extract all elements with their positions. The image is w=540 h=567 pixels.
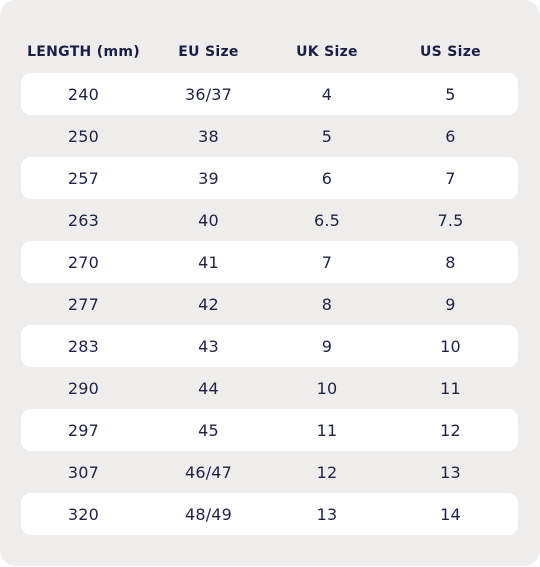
cell-uk-size: 5	[321, 126, 333, 146]
table-row: 320 48/49 13 14	[21, 493, 518, 535]
header-length: LENGTH (mm)	[27, 44, 140, 60]
cell-eu-size: 36/37	[184, 84, 233, 104]
header-us-size: US Size	[420, 44, 481, 60]
cell-length: 257	[67, 168, 100, 188]
cell-us-size: 8	[445, 252, 456, 272]
cell-eu-size: 48/49	[184, 504, 233, 524]
cell-us-size: 7	[445, 168, 456, 188]
cell-uk-size: 13	[316, 504, 338, 524]
cell-eu-size: 43	[198, 336, 219, 356]
cell-uk-size: 6.5	[313, 210, 341, 230]
cell-uk-size: 4	[321, 84, 333, 104]
table-row: 257 39 6 7	[21, 157, 518, 199]
table-row: 250 38 5 6	[21, 115, 518, 157]
cell-us-size: 9	[445, 294, 456, 314]
cell-us-size: 13	[440, 462, 461, 482]
cell-us-size: 12	[440, 420, 461, 440]
cell-us-size: 5	[445, 84, 456, 104]
table-row: 263 40 6.5 7.5	[21, 199, 518, 241]
cell-us-size: 6	[445, 126, 456, 146]
size-chart-table: LENGTH (mm) EU Size UK Size US Size 240 …	[21, 31, 518, 535]
cell-us-size: 11	[440, 378, 461, 398]
cell-length: 277	[67, 294, 100, 314]
header-eu-size: EU Size	[178, 44, 239, 60]
cell-us-size: 7.5	[437, 210, 464, 230]
cell-length: 307	[67, 462, 100, 482]
cell-eu-size: 41	[198, 252, 219, 272]
cell-length: 290	[67, 378, 100, 398]
cell-length: 283	[67, 336, 100, 356]
cell-eu-size: 46/47	[184, 462, 233, 482]
cell-uk-size: 7	[321, 252, 333, 272]
table-row: 307 46/47 12 13	[21, 451, 518, 493]
table-row: 283 43 9 10	[21, 325, 518, 367]
cell-eu-size: 39	[198, 168, 219, 188]
table-header: LENGTH (mm) EU Size UK Size US Size	[21, 31, 518, 73]
cell-us-size: 14	[440, 504, 461, 524]
cell-eu-size: 38	[198, 126, 219, 146]
cell-uk-size: 10	[316, 378, 338, 398]
table-row: 277 42 8 9	[21, 283, 518, 325]
cell-eu-size: 45	[198, 420, 219, 440]
table-row: 270 41 7 8	[21, 241, 518, 283]
cell-length: 297	[67, 420, 100, 440]
cell-length: 270	[67, 252, 100, 272]
header-uk-size: UK Size	[296, 44, 358, 60]
cell-eu-size: 44	[198, 378, 219, 398]
cell-uk-size: 8	[321, 294, 333, 314]
cell-uk-size: 12	[316, 462, 338, 482]
cell-eu-size: 42	[198, 294, 219, 314]
cell-uk-size: 9	[321, 336, 333, 356]
cell-us-size: 10	[440, 336, 461, 356]
cell-length: 320	[67, 504, 100, 524]
cell-uk-size: 11	[316, 420, 338, 440]
cell-length: 240	[67, 84, 100, 104]
cell-length: 250	[67, 126, 100, 146]
cell-uk-size: 6	[321, 168, 333, 188]
table-row: 240 36/37 4 5	[21, 73, 518, 115]
cell-eu-size: 40	[198, 210, 219, 230]
table-row: 290 44 10 11	[21, 367, 518, 409]
table-row: 297 45 11 12	[21, 409, 518, 451]
cell-length: 263	[67, 210, 100, 230]
